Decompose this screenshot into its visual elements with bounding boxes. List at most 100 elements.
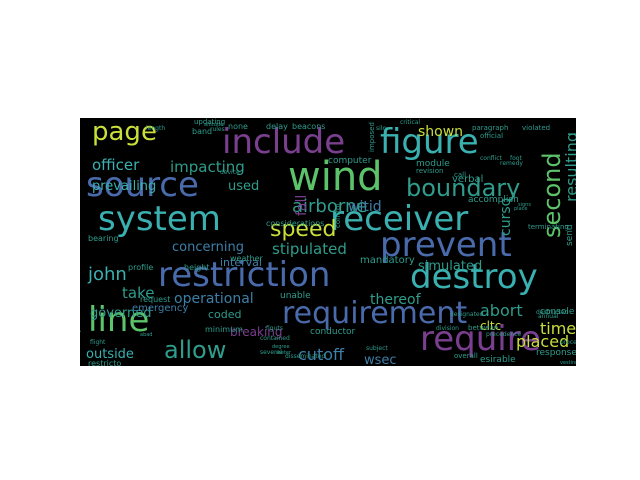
word-restriction: restriction bbox=[158, 255, 330, 295]
word-used: used bbox=[228, 179, 259, 194]
word-updating: updating bbox=[194, 118, 225, 126]
word-paragraph: paragraph bbox=[472, 124, 508, 132]
word-precedence: precedence bbox=[486, 331, 521, 338]
word-figuts: figuts bbox=[266, 325, 283, 332]
word-source: source bbox=[86, 165, 199, 205]
word-minimum: minimum bbox=[205, 325, 243, 334]
word-several: several bbox=[260, 349, 282, 356]
word-disseminated: disseminated bbox=[285, 353, 325, 360]
word-concerning: concerning bbox=[172, 240, 244, 255]
word-restricto: restricto bbox=[88, 359, 121, 366]
word-weather: weather bbox=[230, 254, 263, 263]
word-include: include bbox=[222, 122, 345, 162]
word-visibility: visibility bbox=[80, 329, 82, 350]
word-prevent: prevent bbox=[380, 225, 512, 265]
word-accomplish: accomplish bbox=[468, 195, 519, 205]
word-considerations: considerations bbox=[266, 219, 324, 228]
word-designated: designated bbox=[450, 311, 484, 318]
word-meter: meter bbox=[276, 350, 292, 356]
word-bearing: bearing bbox=[88, 234, 119, 243]
word-band: band bbox=[192, 127, 212, 136]
word-beacons: beacons bbox=[292, 122, 325, 131]
word-violated: violated bbox=[522, 124, 550, 132]
word-altitude: altitude bbox=[204, 122, 223, 128]
word-foot: foot bbox=[510, 155, 522, 162]
word-subject: subject bbox=[366, 345, 388, 352]
word-page: page bbox=[92, 118, 157, 147]
word-fall: fall bbox=[294, 195, 310, 216]
word-abort: abort bbox=[480, 301, 523, 320]
word-official: official bbox=[480, 132, 503, 140]
word-console: console bbox=[540, 307, 575, 317]
word-cloud-canvas: page include figure second source wind boundar… bbox=[80, 118, 576, 366]
word-curso: curso bbox=[498, 198, 514, 236]
word-john: john bbox=[87, 264, 127, 285]
word-coded: coded bbox=[208, 308, 242, 321]
word-witid: witid bbox=[348, 199, 382, 215]
word-cloud-panel: page include figure second source wind boundar… bbox=[80, 118, 576, 366]
word-revision: revision bbox=[416, 167, 443, 175]
word-impacting: impacting bbox=[170, 158, 245, 176]
word-height: height bbox=[184, 263, 210, 272]
word-airborne: airborne bbox=[292, 196, 367, 217]
word-contained: contained bbox=[260, 335, 290, 342]
word-control: control bbox=[334, 204, 342, 228]
word-timer: timer bbox=[540, 319, 576, 338]
word-system: system bbox=[98, 199, 221, 239]
word-prevailing: prevailing bbox=[92, 179, 156, 194]
word-flight: flight bbox=[90, 339, 106, 346]
word-cltc: cltc bbox=[480, 319, 501, 333]
word-module: module bbox=[416, 159, 450, 169]
word-length: length bbox=[146, 125, 165, 132]
word-verbal: verbal bbox=[452, 174, 483, 185]
word-conflict: conflict bbox=[480, 155, 503, 162]
word-requirement: requirement bbox=[282, 296, 467, 331]
word-annual: annual bbox=[538, 313, 559, 320]
word-request: request bbox=[140, 295, 170, 304]
word-none: none bbox=[228, 122, 248, 131]
word-line: line bbox=[88, 300, 149, 340]
word-device: device bbox=[220, 169, 240, 176]
word-rules: rules bbox=[210, 126, 225, 133]
word-breaking: breaking bbox=[230, 325, 283, 339]
word-outside: outside bbox=[86, 347, 134, 362]
word-thereof: thereof bbox=[370, 292, 422, 308]
word-response: response bbox=[536, 348, 576, 358]
word-second: second bbox=[538, 152, 566, 238]
word-remedy: remedy bbox=[500, 160, 523, 167]
word-wsec: wsec bbox=[364, 353, 397, 366]
word-imposed: imposed bbox=[368, 122, 376, 152]
word-degree: degree bbox=[272, 344, 290, 350]
word-terminating: terminating bbox=[528, 223, 569, 231]
word-call: call bbox=[454, 171, 466, 179]
word-profile: profile bbox=[128, 263, 153, 272]
word-require: require bbox=[420, 319, 541, 359]
word-receiver: receiver bbox=[330, 199, 468, 239]
word-allow: allow bbox=[164, 336, 226, 364]
word-place: place bbox=[514, 206, 527, 212]
word-placed: placed bbox=[516, 332, 569, 351]
word-resulting: resulting bbox=[562, 132, 576, 202]
word-signs: signs bbox=[518, 202, 531, 208]
word-speed: speed bbox=[270, 217, 336, 242]
word-wind: wind bbox=[288, 154, 383, 200]
word-unable: unable bbox=[280, 291, 311, 301]
word-vesting: vesting bbox=[560, 360, 576, 366]
word-destroy: destroy bbox=[410, 257, 538, 297]
word-operational: operational bbox=[174, 291, 254, 307]
word-cutoff: cutoff bbox=[298, 345, 345, 364]
word-abad: abad bbox=[140, 332, 152, 338]
word-stipulated: stipulated bbox=[272, 240, 347, 258]
word-delay: delay bbox=[266, 122, 288, 131]
word-overall: overall bbox=[454, 352, 478, 360]
word-critical: critical bbox=[400, 119, 420, 126]
word-boundary: boundary bbox=[406, 174, 520, 202]
word-computer: computer bbox=[328, 156, 372, 166]
word-shown: shown bbox=[418, 124, 463, 140]
word-governed: governed bbox=[90, 306, 152, 321]
word-send: send bbox=[565, 224, 575, 246]
word-emergency: emergency bbox=[132, 303, 188, 314]
word-mandatory: mandatory bbox=[360, 255, 415, 266]
word-interval: interval bbox=[220, 256, 262, 269]
word-figure: figure bbox=[380, 122, 479, 162]
